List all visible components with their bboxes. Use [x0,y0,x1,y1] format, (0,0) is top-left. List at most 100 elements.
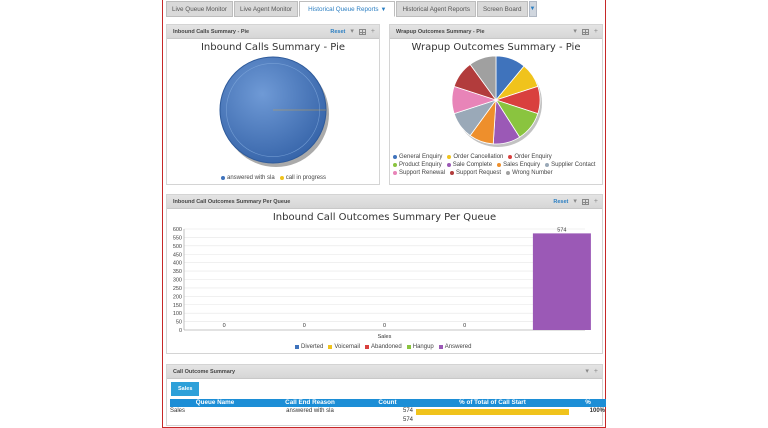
bar-data-label: 574 [557,227,566,233]
legend-item[interactable]: General Enquiry [393,154,442,160]
tab-historical-queue-reports[interactable]: Historical Queue Reports ▼ [299,1,396,17]
dropdown-icon[interactable]: ▾ [573,198,577,205]
reset-button[interactable]: Reset [553,199,569,205]
count-cell: 574 [402,408,413,414]
legend-label: Abandoned [371,344,402,350]
legend-label: Sale Complete [452,162,493,168]
percent-cell: 100% [589,408,605,414]
panel-tools: ▾ + [585,365,598,379]
column-header[interactable]: % of Total of Call Start [415,399,570,407]
legend-swatch [393,171,397,175]
legend-swatch [279,176,284,180]
percent-bar [416,408,569,415]
tab-live-agent-monitor[interactable]: Live Agent Monitor [233,1,299,17]
column-header[interactable]: Call End Reason [260,399,360,407]
report-tabs: Live Queue Monitor Live Agent Monitor Hi… [166,1,537,17]
dropdown-icon[interactable]: ▾ [573,28,577,35]
legend-item[interactable]: Sale Complete [446,162,493,168]
sales-tab[interactable]: Sales [171,382,200,396]
bar-data-label: 0 [303,323,306,329]
legend-item[interactable]: Voicemail [328,344,360,350]
legend-swatch [393,163,397,167]
legend-item[interactable]: Answered [438,344,471,350]
legend-swatch [406,345,411,349]
legend-item[interactable]: Diverted [295,344,323,350]
legend-item[interactable]: Sales Enquiry [497,162,540,168]
legend-item[interactable]: Abandoned [365,344,402,350]
panel-header: Wrapup Outcomes Summary - Pie ▾ + [390,25,602,39]
queue-outcomes-panel: Inbound Call Outcomes Summary Per Queue … [166,194,603,354]
column-header[interactable]: % [570,399,606,407]
y-tick-label: 350 [173,269,182,275]
legend-swatch [506,171,511,175]
legend-label: Support Renewal [399,170,446,176]
legend-label: Order Enquiry [514,154,552,160]
legend-swatch [365,345,370,349]
legend-item[interactable]: call in progress [279,175,327,181]
legend-item[interactable]: Wrong Number [506,170,553,176]
add-icon[interactable]: + [593,28,598,35]
table-row[interactable]: Sales answered with sla 574 100% [170,407,606,416]
bar-answered[interactable] [532,233,591,330]
y-tick-label: 300 [173,278,182,284]
legend-swatch [447,155,452,159]
column-header[interactable]: Count [360,399,415,407]
chart-legend: General Enquiry Order Cancellation Order… [393,154,601,176]
legend-swatch [508,155,513,159]
column-header[interactable]: Queue Name [170,399,260,407]
y-tick-label: 200 [173,294,182,300]
wrapup-pie-chart [451,55,542,147]
chart-title: Inbound Calls Summary - Pie [200,42,346,53]
tab-live-queue-monitor[interactable]: Live Queue Monitor [166,1,233,17]
table-view-icon[interactable] [581,29,589,35]
legend-item[interactable]: answered with sla [221,175,275,181]
reset-button[interactable]: Reset [330,29,346,35]
tab-screen-board[interactable]: Screen Board [476,1,528,17]
panel-header: Inbound Calls Summary - Pie Reset ▾ + [167,25,379,39]
empty-cell [415,416,570,425]
inbound-pie-chart [219,56,329,167]
panel-title: Call Outcome Summary [173,369,236,375]
legend-item[interactable]: Hangup [406,344,434,350]
y-tick-label: 450 [173,252,182,258]
call-outcome-panel: Call Outcome Summary ▾ + Sales Queue Nam… [166,364,606,426]
panel-title: Inbound Calls Summary - Pie [173,29,250,35]
legend-label: Voicemail [334,344,361,350]
legend-label: answered with sla [227,175,275,181]
legend-item[interactable]: Order Enquiry [508,154,552,160]
add-icon[interactable]: + [593,368,598,375]
legend-swatch [446,163,451,167]
bar-data-label: 0 [383,323,386,329]
chart-title: Wrapup Outcomes Summary - Pie [411,42,581,53]
more-tabs-button[interactable]: ▼ [528,1,537,17]
add-icon[interactable]: + [593,198,598,205]
legend-swatch [497,163,502,167]
dropdown-icon[interactable]: ▾ [350,28,354,35]
tab-label: Historical Queue Reports [308,6,379,13]
y-tick-label: 600 [173,227,182,233]
bar-data-label: 0 [463,323,466,329]
legend-item[interactable]: Support Request [450,170,501,176]
legend-swatch [545,163,550,167]
legend-item[interactable]: Product Enquiry [393,162,442,168]
legend-label: Order Cancellation [453,154,504,160]
legend-label: Hangup [412,344,434,350]
legend-swatch [295,345,299,349]
table-view-icon[interactable] [358,29,366,35]
y-tick-label: 150 [173,303,182,309]
legend-label: call in progress [285,175,327,181]
panel-tools: Reset ▾ + [553,195,598,209]
panel-title: Wrapup Outcomes Summary - Pie [396,29,485,35]
legend-swatch [328,345,333,349]
legend-label: Supplier Contact [551,162,596,168]
legend-item[interactable]: Supplier Contact [545,162,595,168]
add-icon[interactable]: + [370,28,375,35]
pie-slice-Wrong-Number[interactable] [469,55,497,102]
legend-item[interactable]: Support Renewal [393,170,445,176]
legend-item[interactable]: Order Cancellation [447,154,503,160]
legend-label: Sales Enquiry [503,162,541,168]
dropdown-icon[interactable]: ▾ [585,368,589,375]
tab-historical-agent-reports[interactable]: Historical Agent Reports [396,1,476,17]
table-view-icon[interactable] [581,199,589,205]
queue-name-cell: Sales [170,408,186,414]
